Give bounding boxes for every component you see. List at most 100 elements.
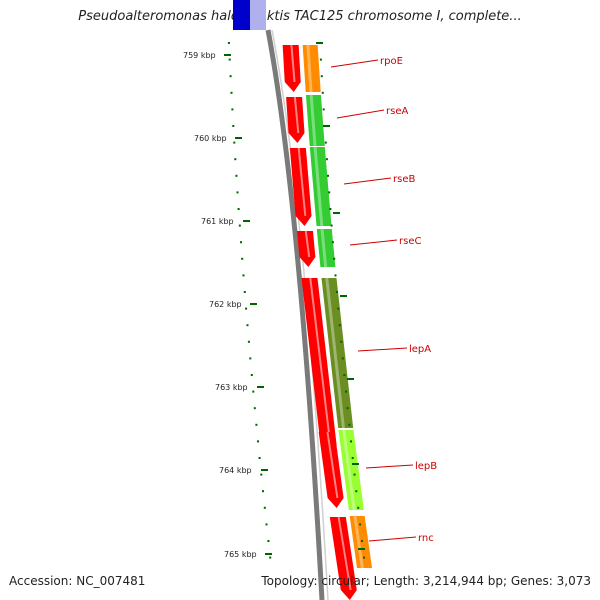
minor-tick	[322, 108, 325, 111]
gene-label-rnc[interactable]: rnc	[418, 533, 434, 544]
gene-blocks	[302, 44, 373, 569]
minor-tick	[335, 291, 338, 293]
major-tick	[250, 303, 257, 305]
gene-block-rseA[interactable]	[305, 95, 325, 146]
minor-tick	[228, 58, 231, 61]
minor-tick	[237, 208, 240, 210]
cds-arrow[interactable]	[296, 231, 316, 267]
minor-tick	[361, 540, 363, 542]
minor-tick	[340, 340, 343, 343]
minor-tick	[325, 158, 328, 161]
cds-arrow[interactable]	[289, 148, 312, 226]
cds-highlight	[326, 431, 339, 499]
gene-label-rseA[interactable]: rseA	[386, 106, 408, 117]
minor-tick	[320, 75, 323, 78]
minor-tick	[346, 407, 349, 410]
minor-tick	[357, 506, 360, 509]
minor-tick	[253, 407, 256, 410]
minor-tick	[238, 224, 241, 227]
major-tick	[316, 42, 323, 44]
minor-tick	[232, 125, 235, 127]
cds-highlight	[297, 147, 307, 217]
minor-tick	[351, 457, 354, 459]
minor-tick	[333, 257, 336, 260]
gene-label-lepA[interactable]: lepA	[409, 344, 431, 355]
scale-labels: 759 kbp 760 kbp 761 kbp 762 kbp 763 kbp …	[183, 51, 257, 559]
cds-arrow[interactable]	[282, 45, 301, 92]
minor-tick	[246, 324, 249, 327]
minor-tick	[331, 241, 334, 244]
gene-block-highlight	[313, 146, 324, 227]
cds-highlight	[337, 516, 352, 591]
gene-block-rseC[interactable]	[316, 229, 336, 267]
major-tick	[257, 386, 264, 388]
gene-block-lepB[interactable]	[338, 430, 364, 510]
minor-tick	[243, 291, 246, 293]
major-tick	[235, 137, 242, 139]
gene-block-lepA[interactable]	[321, 278, 354, 428]
major-tick	[347, 378, 354, 380]
gene-block-highlight	[320, 228, 328, 268]
gene-block-highlight	[309, 94, 317, 147]
minor-tick	[269, 556, 272, 559]
minor-tick	[235, 174, 238, 177]
cds-arrow[interactable]	[286, 97, 305, 143]
kbp-label: 765 kbp	[224, 550, 257, 559]
minor-tick	[324, 141, 327, 144]
minor-tick	[363, 556, 365, 559]
minor-tick	[337, 307, 340, 310]
minor-tick	[327, 174, 329, 177]
minor-tick	[328, 191, 331, 194]
scale-ticks	[224, 42, 365, 559]
minor-tick	[359, 523, 362, 526]
gene-labels: rpoE rseA rseB rseC lepA lepB rnc	[380, 56, 437, 544]
gene-label-lines	[330, 59, 417, 542]
minor-tick	[350, 440, 352, 443]
minor-tick	[250, 374, 253, 376]
minor-tick	[258, 457, 261, 459]
minor-tick	[249, 357, 252, 360]
minor-tick	[245, 307, 248, 310]
gene-block-highlight	[342, 429, 356, 511]
kbp-label: 759 kbp	[183, 51, 216, 60]
gene-block-highlight	[325, 277, 345, 429]
minor-tick	[230, 91, 233, 94]
major-tick	[352, 463, 359, 465]
gene-block-highlight	[353, 515, 364, 569]
cds-highlight	[309, 277, 332, 447]
minor-tick	[227, 42, 230, 44]
gene-label-rpoE[interactable]: rpoE	[380, 56, 403, 67]
minor-tick	[260, 473, 263, 476]
minor-tick	[240, 241, 242, 244]
gene-block-rpoE[interactable]	[302, 45, 321, 92]
minor-tick	[263, 506, 266, 509]
kbp-label: 764 kbp	[219, 466, 252, 475]
gene-block-rnc[interactable]	[349, 516, 373, 568]
minor-tick	[267, 540, 270, 542]
cds-arrow[interactable]	[301, 278, 337, 456]
kbp-label: 760 kbp	[194, 134, 227, 143]
minor-tick	[345, 390, 347, 393]
gene-label-rseC[interactable]: rseC	[399, 236, 421, 247]
cds-arrow[interactable]	[329, 517, 357, 600]
minor-tick	[348, 423, 351, 426]
gene-label-rseB[interactable]: rseB	[393, 174, 415, 185]
genome-backbone	[265, 29, 325, 600]
minor-tick	[334, 274, 337, 277]
cds-highlight	[290, 44, 296, 83]
cds-arrow[interactable]	[318, 432, 344, 508]
minor-tick	[353, 473, 356, 476]
major-tick	[333, 212, 340, 214]
accession-text: Accession: NC_007481	[9, 574, 146, 588]
minor-tick	[330, 224, 333, 227]
minor-tick	[229, 75, 232, 78]
cds-highlight	[304, 230, 311, 258]
minor-tick	[321, 91, 324, 94]
gene-label-lepB[interactable]: lepB	[415, 461, 437, 472]
minor-tick	[338, 324, 341, 327]
major-tick	[224, 54, 231, 56]
major-tick	[340, 295, 347, 297]
minor-tick	[262, 490, 264, 493]
gene-block-rseB[interactable]	[309, 147, 332, 226]
minor-tick	[241, 257, 244, 260]
